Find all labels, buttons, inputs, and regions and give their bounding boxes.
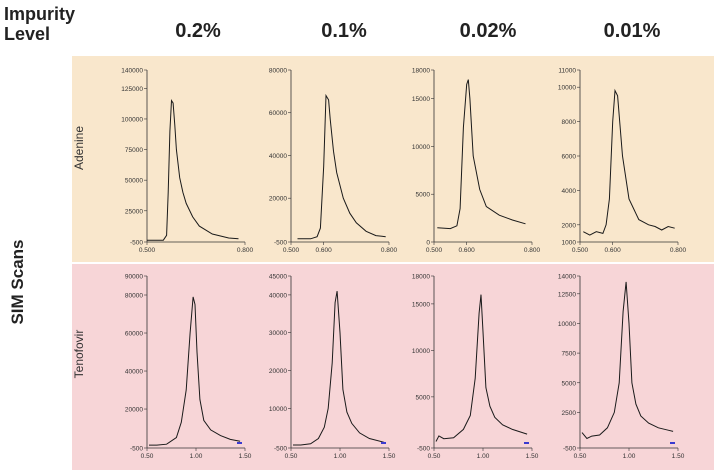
y-tick-label: 5000 xyxy=(562,380,577,387)
y-tick-label: 50000 xyxy=(125,178,143,185)
x-tick-label: 1.50 xyxy=(672,453,685,460)
x-tick-label: 0.50 xyxy=(428,453,441,460)
y-tick-label: 14000 xyxy=(558,274,576,281)
x-tick-label: 0.500 xyxy=(139,247,156,254)
scale-marker xyxy=(237,442,242,444)
y-tick-label: 0 xyxy=(426,240,430,247)
y-tick-label: 75000 xyxy=(125,147,143,154)
x-tick-label: 0.800 xyxy=(381,247,398,254)
plot-adenine-0-02pct: 18000 15000 10000 5000 00.500 0.600 0.800 xyxy=(412,68,541,255)
scale-marker xyxy=(670,442,675,444)
y-tick-label: 10000 xyxy=(412,144,430,151)
y-tick-label: -500 xyxy=(417,446,430,453)
y-tick-label: 45000 xyxy=(269,274,287,281)
y-tick-label: -500 xyxy=(274,240,287,247)
series-line xyxy=(293,291,385,446)
x-tick-label: 0.50 xyxy=(141,453,154,460)
scale-marker xyxy=(381,442,386,444)
y-tick-label: 80000 xyxy=(269,68,287,75)
y-tick-label: 140000 xyxy=(121,68,143,75)
y-tick-label: 60000 xyxy=(269,110,287,117)
y-tick-label: 20000 xyxy=(269,368,287,375)
x-tick-label: 0.800 xyxy=(524,247,541,254)
x-tick-label: 1.50 xyxy=(239,453,252,460)
y-tick-label: 25000 xyxy=(125,208,143,215)
x-tick-label: 0.800 xyxy=(237,247,254,254)
plot-adenine-0-01pct: 11000 10000 8000 6000 4000 2000 10000.500 0.600… xyxy=(558,68,687,255)
y-tick-label: 15000 xyxy=(412,301,430,308)
y-tick-label: 18000 xyxy=(412,68,430,75)
y-tick-label: 12500 xyxy=(558,291,576,298)
y-tick-label: 2000 xyxy=(562,222,577,229)
series-line xyxy=(583,88,675,236)
y-tick-label: 10000 xyxy=(558,85,576,92)
x-tick-label: 1.50 xyxy=(383,453,396,460)
y-tick-label: -500 xyxy=(563,446,576,453)
series-line xyxy=(149,296,241,446)
y-tick-label: 1000 xyxy=(562,240,577,247)
plot-tenofovir-0-01pct: 14000 12500 10000 7500 5000 2500 -5000.50 1.00 1… xyxy=(558,274,685,461)
tenofovir-row-band xyxy=(72,264,714,470)
x-tick-label: 0.50 xyxy=(574,453,587,460)
x-tick-label: 1.00 xyxy=(190,453,203,460)
plot-adenine-0-1pct: 80000 60000 40000 20000 -5000.500 0.600 0.800 xyxy=(269,68,398,255)
y-tick-label: 5000 xyxy=(416,394,431,401)
x-tick-label: 1.00 xyxy=(623,453,636,460)
column-header-0-1-percent: 0.1% xyxy=(321,20,367,42)
scale-marker xyxy=(524,442,529,444)
y-tick-label: 100000 xyxy=(121,116,143,123)
y-tick-label: 5000 xyxy=(416,192,431,199)
y-tick-label: 7500 xyxy=(562,351,577,358)
y-tick-label: 40000 xyxy=(269,153,287,160)
x-tick-label: 0.600 xyxy=(459,247,476,254)
y-tick-label: 40000 xyxy=(125,369,143,376)
column-header-0-01-percent: 0.01% xyxy=(603,20,661,42)
x-tick-label: 0.50 xyxy=(285,453,298,460)
column-header-0-02-percent: 0.02% xyxy=(459,20,517,42)
y-tick-label: 20000 xyxy=(125,407,143,414)
y-tick-label: 10000 xyxy=(412,348,430,355)
plot-tenofovir-0-2pct: 90000 80000 60000 40000 20000 -5000.50 1.00 1.5… xyxy=(125,274,252,461)
y-tick-label: -500 xyxy=(274,446,287,453)
x-tick-label: 1.00 xyxy=(334,453,347,460)
impurity-level-title: Impurity Level xyxy=(4,4,76,44)
series-line xyxy=(297,93,386,240)
x-tick-label: 0.800 xyxy=(670,247,687,254)
x-tick-label: 1.00 xyxy=(477,453,490,460)
y-tick-label: 18000 xyxy=(412,274,430,281)
x-tick-label: 0.500 xyxy=(426,247,443,254)
y-tick-label: 80000 xyxy=(125,293,143,300)
plot-tenofovir-0-1pct: 45000 40000 30000 20000 10000 -5000.50 1.00 1.5… xyxy=(269,274,396,461)
series-line xyxy=(581,281,674,440)
series-line xyxy=(437,79,526,230)
x-tick-label: 0.500 xyxy=(572,247,589,254)
y-tick-label: 40000 xyxy=(269,292,287,299)
y-tick-label: 6000 xyxy=(562,154,577,161)
y-tick-label: -500 xyxy=(130,240,143,247)
y-tick-label: -500 xyxy=(130,446,143,453)
plot-adenine-0-2pct: 140000 125000 100000 75000 50000 25000 -5000.5… xyxy=(121,68,253,255)
column-header-0-2-percent: 0.2% xyxy=(175,20,221,42)
y-tick-label: 90000 xyxy=(125,274,143,281)
y-tick-label: 10000 xyxy=(558,321,576,328)
series-line xyxy=(147,99,239,241)
series-line xyxy=(435,294,528,442)
y-tick-label: 4000 xyxy=(562,188,577,195)
y-tick-label: 8000 xyxy=(562,119,577,126)
plot-tenofovir-0-02pct: 18000 15000 10000 5000 -5000.50 1.00 1.50 xyxy=(412,274,539,461)
y-tick-label: 11000 xyxy=(558,68,576,75)
y-tick-label: 2500 xyxy=(562,410,577,417)
x-tick-label: 1.50 xyxy=(526,453,539,460)
x-tick-label: 0.500 xyxy=(283,247,300,254)
y-tick-label: 10000 xyxy=(269,406,287,413)
y-tick-label: 60000 xyxy=(125,331,143,338)
y-tick-label: 30000 xyxy=(269,330,287,337)
x-tick-label: 0.600 xyxy=(316,247,333,254)
adenine-row-band xyxy=(72,56,714,262)
y-tick-label: 20000 xyxy=(269,196,287,203)
y-tick-label: 125000 xyxy=(121,86,143,93)
y-tick-label: 15000 xyxy=(412,96,430,103)
x-tick-label: 0.600 xyxy=(605,247,622,254)
